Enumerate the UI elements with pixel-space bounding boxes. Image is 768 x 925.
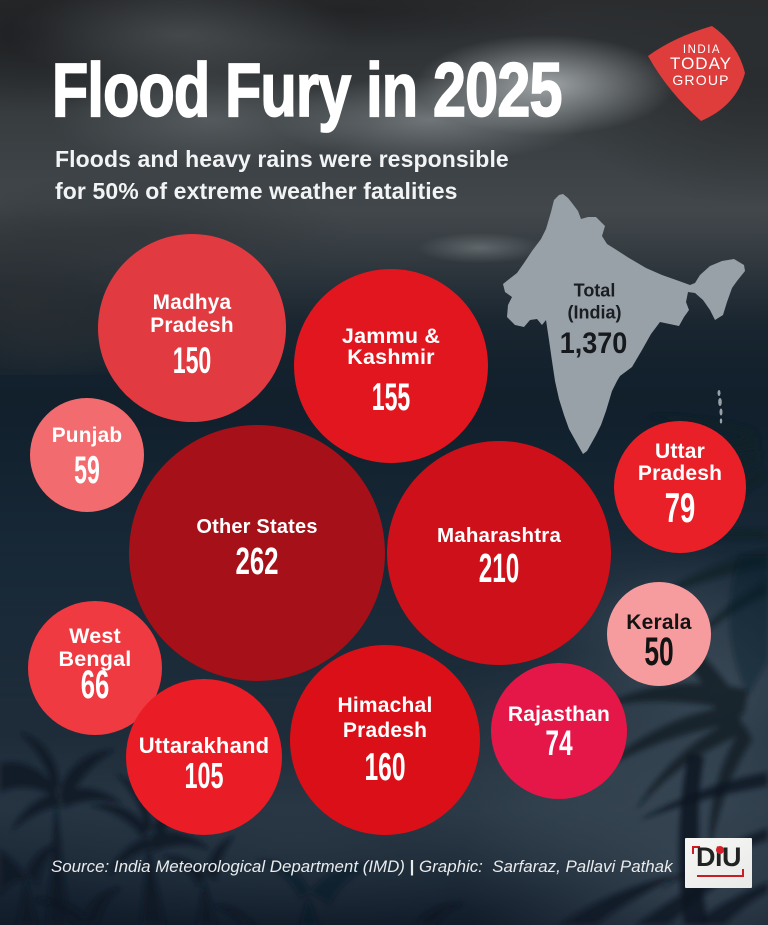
svg-text:INDIA: INDIA xyxy=(683,44,721,56)
svg-text:TODAY: TODAY xyxy=(670,54,732,73)
svg-text:(India): (India) xyxy=(568,303,622,323)
svg-text:1,370: 1,370 xyxy=(560,327,628,361)
svg-text:GROUP: GROUP xyxy=(672,72,729,88)
svg-text:Total: Total xyxy=(574,281,616,301)
